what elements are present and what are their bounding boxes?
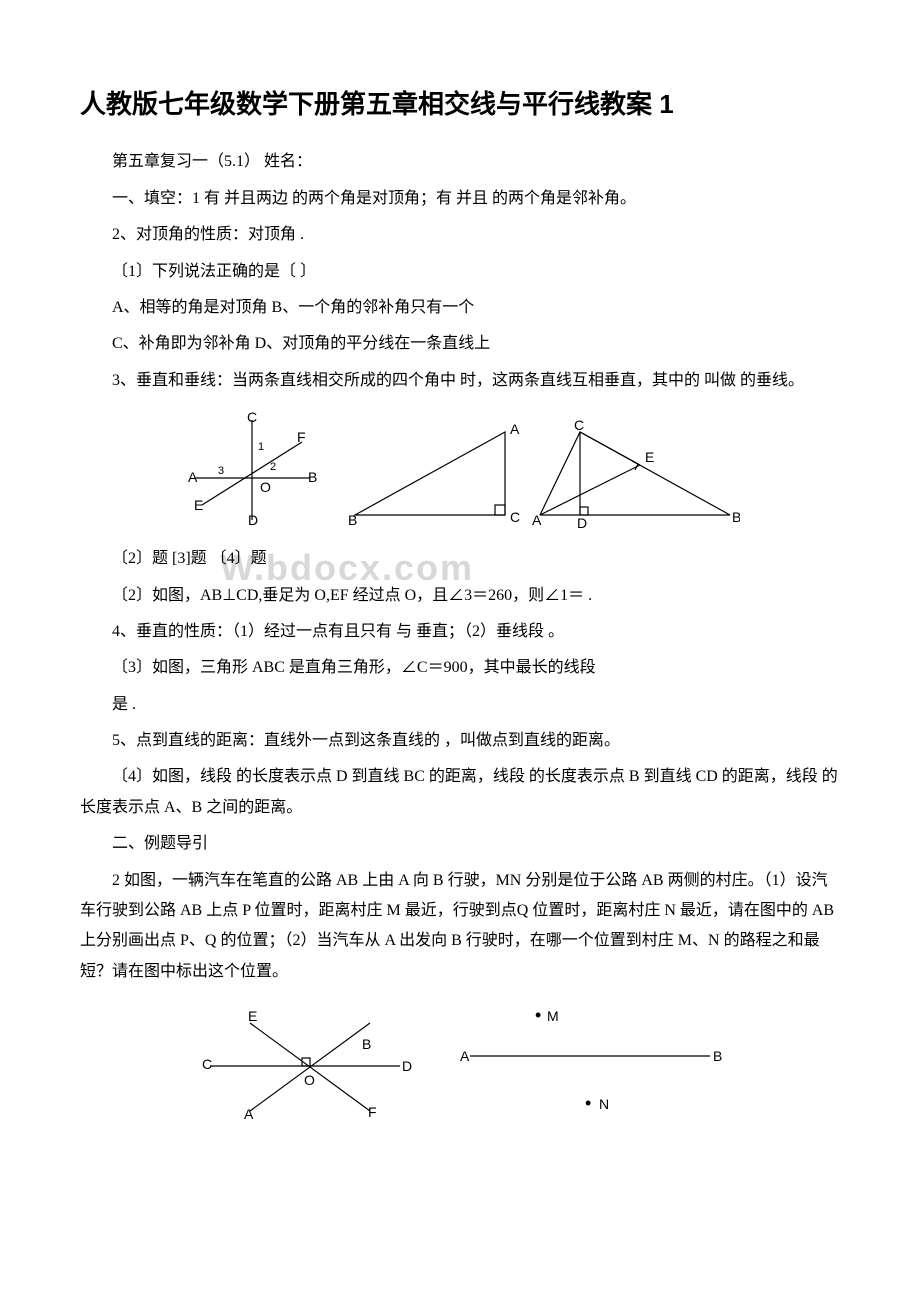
- fig5-label-N: N: [599, 1096, 609, 1112]
- para-distance-5: 5、点到直线的距离：直线外一点到这条直线的 ，叫做点到直线的距离。: [80, 726, 840, 756]
- fig1-label-3: 3: [218, 465, 224, 477]
- fig1-label-E: E: [194, 497, 203, 513]
- fig1-label-C: C: [247, 410, 257, 425]
- diagram-group-1: C F A B E D O 1 2 3 A B C: [80, 410, 840, 530]
- fig1-label-2: 2: [270, 461, 276, 473]
- para-example-2: 2 如图，一辆汽车在笔直的公路 AB 上由 A 向 B 行驶，MN 分别是位于公…: [80, 866, 840, 988]
- fig1-label-O: O: [260, 479, 271, 495]
- fig4-label-B: B: [362, 1036, 371, 1052]
- fig4-label-E: E: [248, 1008, 257, 1024]
- para-option-cd: C、补角即为邻补角 D、对顶角的平分线在一条直线上: [80, 329, 840, 359]
- fig3-label-D: D: [577, 515, 587, 530]
- fig1-label-1: 1: [258, 441, 264, 453]
- fig3-label-A: A: [532, 512, 542, 528]
- para-section-2: 二、例题导引: [80, 829, 840, 859]
- fig5-dot-M: •: [535, 1005, 541, 1025]
- para-fig-labels: 〔2〕题 [3]题 〔4〕题: [80, 544, 840, 574]
- para-question-1: 〔1〕下列说法正确的是〔 〕: [80, 257, 840, 287]
- fig4-label-C: C: [202, 1056, 212, 1072]
- fig4-label-F: F: [368, 1104, 377, 1120]
- fig1-label-B: B: [308, 469, 317, 485]
- para-perpendicular-3: 3、垂直和垂线：当两条直线相交所成的四个角中 时，这两条直线互相垂直，其中的 叫…: [80, 366, 840, 396]
- fig1-label-F: F: [297, 429, 306, 445]
- para-question-3: 〔3〕如图，三角形 ABC 是直角三角形，∠C＝900，其中最长的线段: [80, 653, 840, 683]
- fig5-label-M: M: [547, 1008, 559, 1024]
- fig5-label-A: A: [460, 1048, 470, 1064]
- para-question-4: 〔4〕如图，线段 的长度表示点 D 到直线 BC 的距离，线段 的长度表示点 B…: [80, 762, 840, 823]
- fig5-dot-N: •: [585, 1093, 591, 1113]
- fig1-label-D: D: [248, 512, 258, 528]
- fig2-label-B: B: [348, 512, 357, 528]
- fig4-label-A: A: [244, 1106, 254, 1121]
- para-property-4: 4、垂直的性质：（1）经过一点有且只有 与 垂直；（2）垂线段 。: [80, 617, 840, 647]
- fig5-label-B: B: [713, 1048, 722, 1064]
- fig3-label-B: B: [732, 509, 740, 525]
- fig3-label-E: E: [645, 449, 654, 465]
- fig2-label-A: A: [510, 421, 520, 437]
- document-title: 人教版七年级数学下册第五章相交线与平行线教案 1: [80, 80, 840, 129]
- para-fill-1: 一、填空：1 有 并且两边 的两个角是对顶角；有 并且 的两个角是邻补角。: [80, 184, 840, 214]
- para-question-2: 〔2〕如图，AB⊥CD,垂足为 O,EF 经过点 O，且∠3＝260，则∠1＝ …: [80, 581, 840, 611]
- para-property-2: 2、对顶角的性质：对顶角 .: [80, 220, 840, 250]
- fig1-label-A: A: [188, 469, 198, 485]
- fig4-label-D: D: [402, 1058, 412, 1074]
- para-answer-3: 是 .: [80, 690, 840, 720]
- fig4-label-O: O: [304, 1072, 315, 1088]
- fig3-label-C: C: [574, 417, 584, 433]
- fig2-label-C: C: [510, 509, 520, 525]
- diagram-group-2: E B C D O A F A B • M • N: [80, 1001, 840, 1121]
- para-option-ab: A、相等的角是对顶角 B、一个角的邻补角只有一个: [80, 293, 840, 323]
- para-subtitle: 第五章复习一（5.1） 姓名：: [80, 147, 840, 177]
